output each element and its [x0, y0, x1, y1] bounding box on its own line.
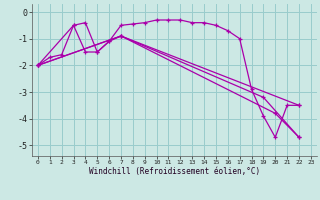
- X-axis label: Windchill (Refroidissement éolien,°C): Windchill (Refroidissement éolien,°C): [89, 167, 260, 176]
